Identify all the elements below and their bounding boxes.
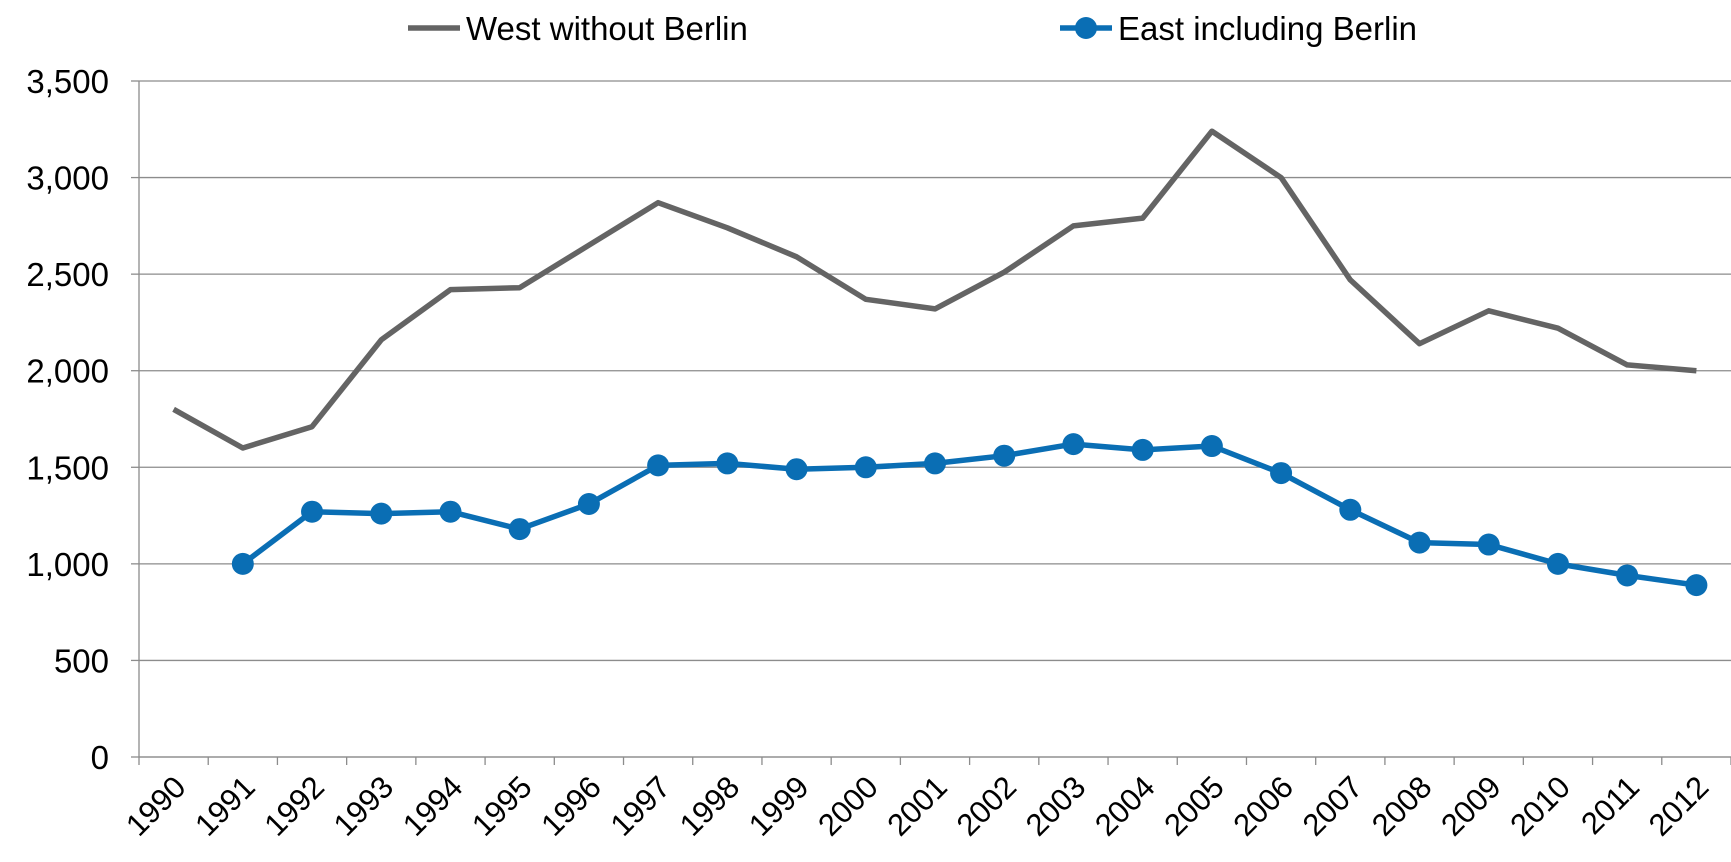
- marker: [1477, 533, 1500, 556]
- x-tick-label: 1993: [327, 769, 401, 843]
- x-tick-label: 2003: [1019, 769, 1093, 843]
- marker: [1062, 433, 1085, 456]
- x-tick-label: 2011: [1574, 769, 1646, 841]
- series-line: [172, 128, 1697, 451]
- x-tick-label: 2002: [950, 769, 1024, 843]
- marker: [647, 454, 670, 477]
- y-tick-label: 2,500: [26, 256, 109, 293]
- marker: [231, 552, 254, 575]
- y-tick-label: 2,000: [26, 353, 109, 390]
- legend-marker: [1075, 17, 1097, 39]
- x-tick-label: 2001: [880, 769, 954, 843]
- marker: [1616, 564, 1639, 587]
- marker: [1685, 574, 1708, 597]
- marker: [370, 502, 393, 525]
- marker: [508, 518, 531, 541]
- marker: [1131, 438, 1154, 461]
- x-tick-label: 1999: [742, 769, 816, 843]
- marker: [993, 444, 1016, 467]
- x-tick-label: 1997: [604, 769, 678, 843]
- x-tick-label: 1994: [396, 769, 470, 843]
- marker: [785, 458, 808, 481]
- legend-label: West without Berlin: [466, 10, 748, 47]
- y-tick-label: 500: [54, 642, 109, 679]
- x-tick-label: 1998: [673, 769, 747, 843]
- y-tick-label: 1,500: [26, 449, 109, 486]
- x-tick-label: 1992: [257, 769, 331, 843]
- x-tick-label: 2012: [1642, 769, 1716, 843]
- series-line: [241, 441, 1697, 588]
- marker: [577, 492, 600, 515]
- marker: [716, 452, 739, 475]
- y-tick-label: 3,500: [26, 63, 109, 100]
- x-tick-label: 2007: [1296, 769, 1370, 843]
- marker: [1200, 435, 1223, 458]
- x-tick-label: 2006: [1227, 769, 1301, 843]
- x-tick-label: 2004: [1088, 769, 1162, 843]
- x-tick-label: 1990: [119, 769, 193, 843]
- marker: [854, 456, 877, 479]
- marker: [439, 500, 462, 523]
- x-tick-label: 1991: [188, 769, 262, 843]
- marker: [1270, 462, 1293, 485]
- marker: [1546, 552, 1569, 575]
- x-tick-label: 1995: [465, 769, 539, 843]
- x-tick-label: 2009: [1434, 769, 1508, 843]
- y-tick-label: 3,000: [26, 160, 109, 197]
- marker: [924, 452, 946, 475]
- x-tick-label: 2008: [1365, 769, 1439, 843]
- y-tick-label: 0: [91, 739, 109, 776]
- x-tick-label: 2010: [1503, 769, 1577, 843]
- x-tick-label: 1996: [534, 769, 608, 843]
- x-tick-label: 2005: [1157, 769, 1231, 843]
- marker: [1408, 531, 1431, 554]
- legend-label: East including Berlin: [1118, 10, 1417, 47]
- x-tick-label: 2000: [811, 769, 885, 843]
- y-tick-label: 1,000: [26, 546, 109, 583]
- marker: [1339, 498, 1362, 521]
- marker: [301, 500, 324, 523]
